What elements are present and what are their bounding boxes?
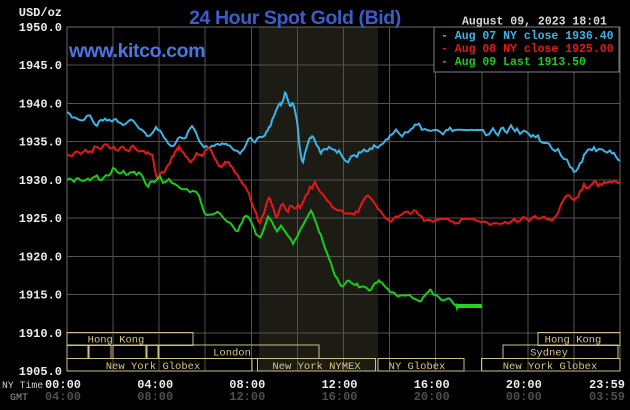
svg-text:August 09, 2023 18:01: August 09, 2023 18:01 — [462, 16, 607, 29]
svg-text:USD/oz: USD/oz — [19, 6, 62, 20]
svg-text:1935.0: 1935.0 — [19, 136, 62, 150]
svg-text:1930.0: 1930.0 — [19, 174, 62, 188]
svg-text:New York Globex: New York Globex — [106, 361, 201, 373]
svg-text:1925.0: 1925.0 — [19, 212, 62, 226]
svg-text:London: London — [213, 348, 251, 360]
svg-text:NY Time: NY Time — [2, 380, 43, 391]
svg-text:20:00: 20:00 — [414, 390, 450, 404]
svg-text:www.kitco.com: www.kitco.com — [68, 40, 205, 62]
svg-text:New York Globex: New York Globex — [503, 361, 598, 373]
svg-text:- Aug 07 NY close 1936.40: - Aug 07 NY close 1936.40 — [441, 30, 614, 43]
svg-text:12:00: 12:00 — [229, 390, 265, 404]
svg-text:- Aug 09 Last 1913.50: - Aug 09 Last 1913.50 — [441, 56, 586, 69]
svg-text:16:00: 16:00 — [321, 390, 357, 404]
svg-text:1910.0: 1910.0 — [19, 327, 62, 341]
svg-text:04:00: 04:00 — [45, 390, 81, 404]
svg-text:NY Globex: NY Globex — [389, 361, 446, 373]
svg-text:08:00: 08:00 — [229, 378, 265, 392]
svg-text:Hong Kong: Hong Kong — [88, 335, 145, 347]
svg-text:GMT: GMT — [10, 393, 28, 404]
svg-text:Hong Kong: Hong Kong — [545, 335, 602, 347]
svg-text:1915.0: 1915.0 — [19, 289, 62, 303]
svg-text:23:59: 23:59 — [589, 378, 625, 392]
svg-text:- Aug 08 NY close 1925.00: - Aug 08 NY close 1925.00 — [441, 43, 614, 56]
svg-text:12:00: 12:00 — [321, 378, 357, 392]
svg-text:16:00: 16:00 — [414, 378, 450, 392]
svg-text:04:00: 04:00 — [137, 378, 173, 392]
svg-text:24 Hour Spot Gold (Bid): 24 Hour Spot Gold (Bid) — [189, 7, 401, 29]
svg-text:1945.0: 1945.0 — [19, 59, 62, 73]
svg-text:1940.0: 1940.0 — [19, 97, 62, 111]
svg-text:08:00: 08:00 — [137, 390, 173, 404]
svg-text:New York NYMEX: New York NYMEX — [272, 361, 361, 373]
svg-text:Sydney: Sydney — [530, 348, 568, 360]
svg-text:1950.0: 1950.0 — [19, 21, 62, 35]
svg-text:00:00: 00:00 — [45, 378, 81, 392]
svg-text:1905.0: 1905.0 — [19, 365, 62, 379]
svg-text:1920.0: 1920.0 — [19, 250, 62, 264]
svg-text:03:59: 03:59 — [589, 390, 625, 404]
svg-text:20:00: 20:00 — [506, 378, 542, 392]
svg-text:00:00: 00:00 — [506, 390, 542, 404]
